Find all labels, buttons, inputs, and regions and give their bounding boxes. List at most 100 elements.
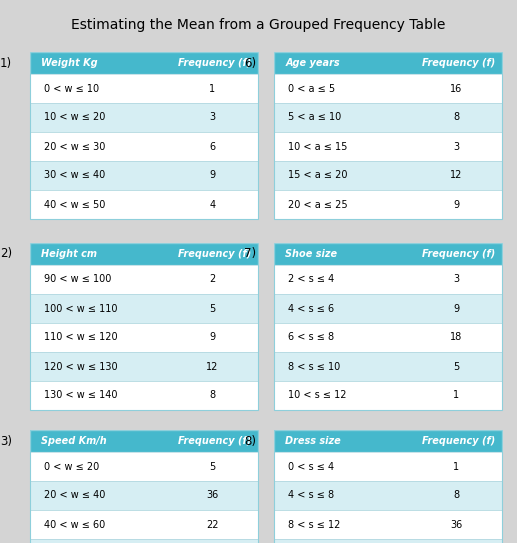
Bar <box>30 481 258 510</box>
Text: 3: 3 <box>209 112 216 123</box>
Bar <box>274 265 502 294</box>
Text: 20 < a ≤ 25: 20 < a ≤ 25 <box>287 199 347 210</box>
Bar <box>30 52 258 219</box>
Text: 6: 6 <box>209 142 216 151</box>
Text: 120 < w ≤ 130: 120 < w ≤ 130 <box>43 362 117 371</box>
Bar <box>30 430 258 452</box>
Text: 30 < w ≤ 40: 30 < w ≤ 40 <box>43 171 105 180</box>
Text: 10 < w ≤ 20: 10 < w ≤ 20 <box>43 112 105 123</box>
Bar <box>274 74 502 103</box>
Text: 18: 18 <box>450 332 463 343</box>
Text: 9: 9 <box>453 304 460 313</box>
Bar <box>30 452 258 481</box>
Bar <box>30 381 258 410</box>
Text: 4: 4 <box>209 199 216 210</box>
Bar <box>30 352 258 381</box>
Bar <box>274 430 502 543</box>
Text: 6 < s ≤ 8: 6 < s ≤ 8 <box>287 332 334 343</box>
Text: Shoe size: Shoe size <box>285 249 338 259</box>
Text: Height cm: Height cm <box>41 249 97 259</box>
Bar <box>274 481 502 510</box>
Text: 40 < w ≤ 50: 40 < w ≤ 50 <box>43 199 105 210</box>
Text: 3: 3 <box>453 275 460 285</box>
Text: 1: 1 <box>209 84 216 93</box>
Text: 130 < w ≤ 140: 130 < w ≤ 140 <box>43 390 117 401</box>
Text: 90 < w ≤ 100: 90 < w ≤ 100 <box>43 275 111 285</box>
Bar <box>30 243 258 410</box>
Bar <box>30 243 258 265</box>
Text: 9: 9 <box>209 332 216 343</box>
Text: 0 < w ≤ 20: 0 < w ≤ 20 <box>43 462 99 471</box>
Text: 2 < s ≤ 4: 2 < s ≤ 4 <box>287 275 334 285</box>
Text: 22: 22 <box>206 520 219 529</box>
Bar <box>30 103 258 132</box>
Text: 8): 8) <box>244 434 256 447</box>
Bar <box>274 52 502 219</box>
Text: 6): 6) <box>244 56 256 70</box>
Text: 5: 5 <box>209 462 216 471</box>
Text: 1: 1 <box>453 390 460 401</box>
Bar <box>30 74 258 103</box>
Text: 9: 9 <box>453 199 460 210</box>
Text: Age years: Age years <box>285 58 340 68</box>
Bar <box>30 265 258 294</box>
Bar <box>274 381 502 410</box>
Bar <box>30 323 258 352</box>
Text: Frequency (f): Frequency (f) <box>178 249 251 259</box>
Bar <box>274 243 502 410</box>
Bar <box>274 190 502 219</box>
Bar <box>274 352 502 381</box>
Text: 10 < s ≤ 12: 10 < s ≤ 12 <box>287 390 346 401</box>
Bar <box>274 294 502 323</box>
Text: 2): 2) <box>0 248 12 261</box>
Bar <box>30 190 258 219</box>
Bar <box>30 132 258 161</box>
Text: Speed Km/h: Speed Km/h <box>41 436 107 446</box>
Text: 4 < s ≤ 8: 4 < s ≤ 8 <box>287 490 334 501</box>
Bar <box>274 430 502 452</box>
Text: Frequency (f): Frequency (f) <box>422 249 495 259</box>
Bar <box>274 539 502 543</box>
Text: 5: 5 <box>453 362 460 371</box>
Text: 3: 3 <box>453 142 460 151</box>
Text: 8 < s ≤ 12: 8 < s ≤ 12 <box>287 520 340 529</box>
Text: 8: 8 <box>209 390 216 401</box>
Text: Dress size: Dress size <box>285 436 341 446</box>
Bar <box>30 52 258 74</box>
Bar <box>274 452 502 481</box>
Text: 100 < w ≤ 110: 100 < w ≤ 110 <box>43 304 117 313</box>
Text: 2: 2 <box>209 275 216 285</box>
Text: 8: 8 <box>453 112 460 123</box>
Text: 0 < s ≤ 4: 0 < s ≤ 4 <box>287 462 334 471</box>
Text: 1): 1) <box>0 56 12 70</box>
Text: 9: 9 <box>209 171 216 180</box>
Text: 5 < a ≤ 10: 5 < a ≤ 10 <box>287 112 341 123</box>
Bar <box>274 52 502 74</box>
Bar <box>274 103 502 132</box>
Text: 7): 7) <box>244 248 256 261</box>
Bar <box>274 510 502 539</box>
Text: Frequency (f): Frequency (f) <box>178 436 251 446</box>
Text: 0 < a ≤ 5: 0 < a ≤ 5 <box>287 84 335 93</box>
Text: 12: 12 <box>450 171 463 180</box>
Text: 0 < w ≤ 10: 0 < w ≤ 10 <box>43 84 99 93</box>
Text: 16: 16 <box>450 84 463 93</box>
Text: 36: 36 <box>450 520 463 529</box>
Bar <box>274 243 502 265</box>
Text: 40 < w ≤ 60: 40 < w ≤ 60 <box>43 520 105 529</box>
Text: 12: 12 <box>206 362 219 371</box>
Text: Frequency (f): Frequency (f) <box>178 58 251 68</box>
Text: 4 < s ≤ 6: 4 < s ≤ 6 <box>287 304 334 313</box>
Bar <box>30 539 258 543</box>
Text: 8: 8 <box>453 490 460 501</box>
Text: 10 < a ≤ 15: 10 < a ≤ 15 <box>287 142 347 151</box>
Text: 36: 36 <box>206 490 219 501</box>
Bar <box>274 161 502 190</box>
Text: 20 < w ≤ 30: 20 < w ≤ 30 <box>43 142 105 151</box>
Text: 5: 5 <box>209 304 216 313</box>
Text: Frequency (f): Frequency (f) <box>422 436 495 446</box>
Text: 20 < w ≤ 40: 20 < w ≤ 40 <box>43 490 105 501</box>
Text: 110 < w ≤ 120: 110 < w ≤ 120 <box>43 332 117 343</box>
Text: 1: 1 <box>453 462 460 471</box>
Bar <box>30 161 258 190</box>
